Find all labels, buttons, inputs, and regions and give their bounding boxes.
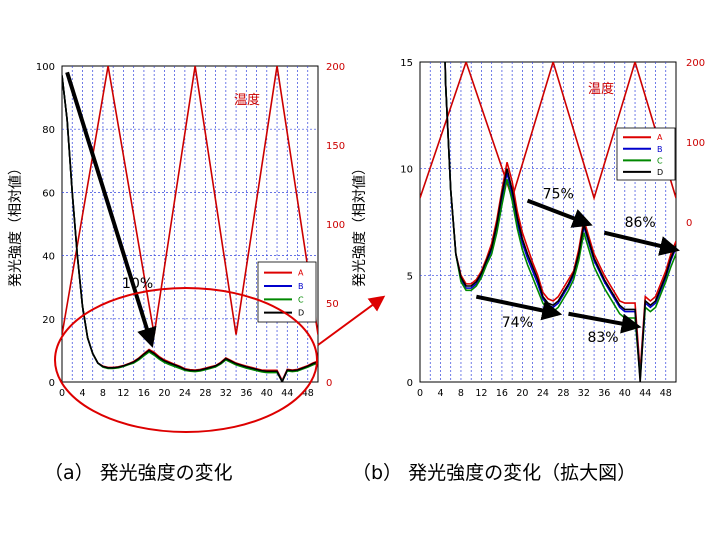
legend-label-B: B: [298, 282, 304, 291]
y-tick-label: 100: [36, 62, 55, 73]
legend-label-C: C: [298, 295, 304, 304]
x-tick-label: 16: [496, 388, 508, 399]
legend-label-D: D: [657, 168, 663, 177]
y-tick-label: 5: [407, 271, 413, 282]
y2-tick-label: 100: [326, 220, 345, 231]
y-tick-label: 10: [400, 165, 413, 176]
x-tick-label: 40: [261, 388, 273, 399]
x-tick-label: 4: [79, 388, 85, 399]
y-tick-label: 60: [42, 188, 55, 199]
trend-arrow: [526, 198, 593, 228]
x-tick-label: 28: [199, 388, 211, 399]
x-tick-label: 20: [516, 388, 528, 399]
arrow-label: 83%: [587, 330, 618, 346]
x-tick-label: 0: [59, 388, 65, 399]
legend-label-A: A: [657, 133, 663, 142]
plot-area: [61, 65, 319, 383]
x-tick-label: 8: [100, 388, 106, 399]
x-tick-label: 48: [302, 388, 314, 399]
arrow-label: 10%: [122, 276, 153, 292]
y-axis-title: 発光強度（相対値）: [8, 161, 24, 287]
y2-tick-label: 50: [326, 299, 339, 310]
arrow-label: 86%: [625, 215, 656, 231]
x-tick-label: 36: [598, 388, 610, 399]
x-tick-label: 28: [557, 388, 569, 399]
y2-tick-label: 200: [686, 58, 705, 69]
arrow-label: 75%: [543, 186, 574, 202]
trend-arrow: [603, 230, 680, 256]
caption-a: （a） 発光強度の変化: [44, 462, 233, 484]
x-tick-label: 4: [437, 388, 443, 399]
legend-label-D: D: [298, 309, 304, 318]
arrow-label: 74%: [502, 315, 533, 331]
x-tick-label: 24: [537, 388, 549, 399]
x-tick-label: 44: [639, 388, 651, 399]
series-line-D: [62, 75, 318, 382]
trend-arrow: [568, 311, 642, 334]
zoom-highlight-ellipse: [54, 287, 318, 433]
y2-tick-label: 150: [326, 141, 345, 152]
y2-axis-title: 発光強度（相対値）: [352, 161, 368, 287]
x-tick-label: 24: [179, 388, 191, 399]
legend-label-A: A: [298, 269, 304, 278]
x-tick-label: 20: [158, 388, 170, 399]
y2-tick-label: 0: [686, 218, 692, 229]
temperature-label: 温度: [588, 81, 614, 97]
series-line-A: [444, 62, 676, 372]
y-tick-label: 80: [42, 125, 55, 136]
y-tick-label: 0: [407, 378, 413, 389]
x-tick-label: 36: [240, 388, 252, 399]
zoom-connector-arrow: [317, 295, 386, 346]
legend-label-B: B: [657, 145, 663, 154]
y2-tick-label: 100: [686, 138, 705, 149]
x-tick-label: 8: [458, 388, 464, 399]
y-tick-label: 40: [42, 252, 55, 263]
y2-tick-label: 0: [326, 378, 332, 389]
x-tick-label: 12: [475, 388, 487, 399]
x-tick-label: 40: [619, 388, 631, 399]
x-tick-label: 32: [220, 388, 232, 399]
trend-arrow: [65, 71, 157, 348]
legend-label-C: C: [657, 156, 663, 165]
y-tick-label: 20: [42, 315, 55, 326]
y-tick-label: 0: [49, 378, 55, 389]
x-tick-label: 0: [417, 388, 423, 399]
x-tick-label: 12: [117, 388, 129, 399]
y2-tick-label: 200: [326, 62, 345, 73]
temperature-label: 温度: [234, 92, 260, 108]
x-tick-label: 16: [138, 388, 150, 399]
y-tick-label: 15: [400, 58, 413, 69]
x-tick-label: 32: [578, 388, 590, 399]
x-tick-label: 44: [281, 388, 293, 399]
trend-arrow: [475, 294, 563, 321]
x-tick-label: 48: [660, 388, 672, 399]
caption-b: （b） 発光強度の変化（拡大図）: [352, 462, 637, 484]
